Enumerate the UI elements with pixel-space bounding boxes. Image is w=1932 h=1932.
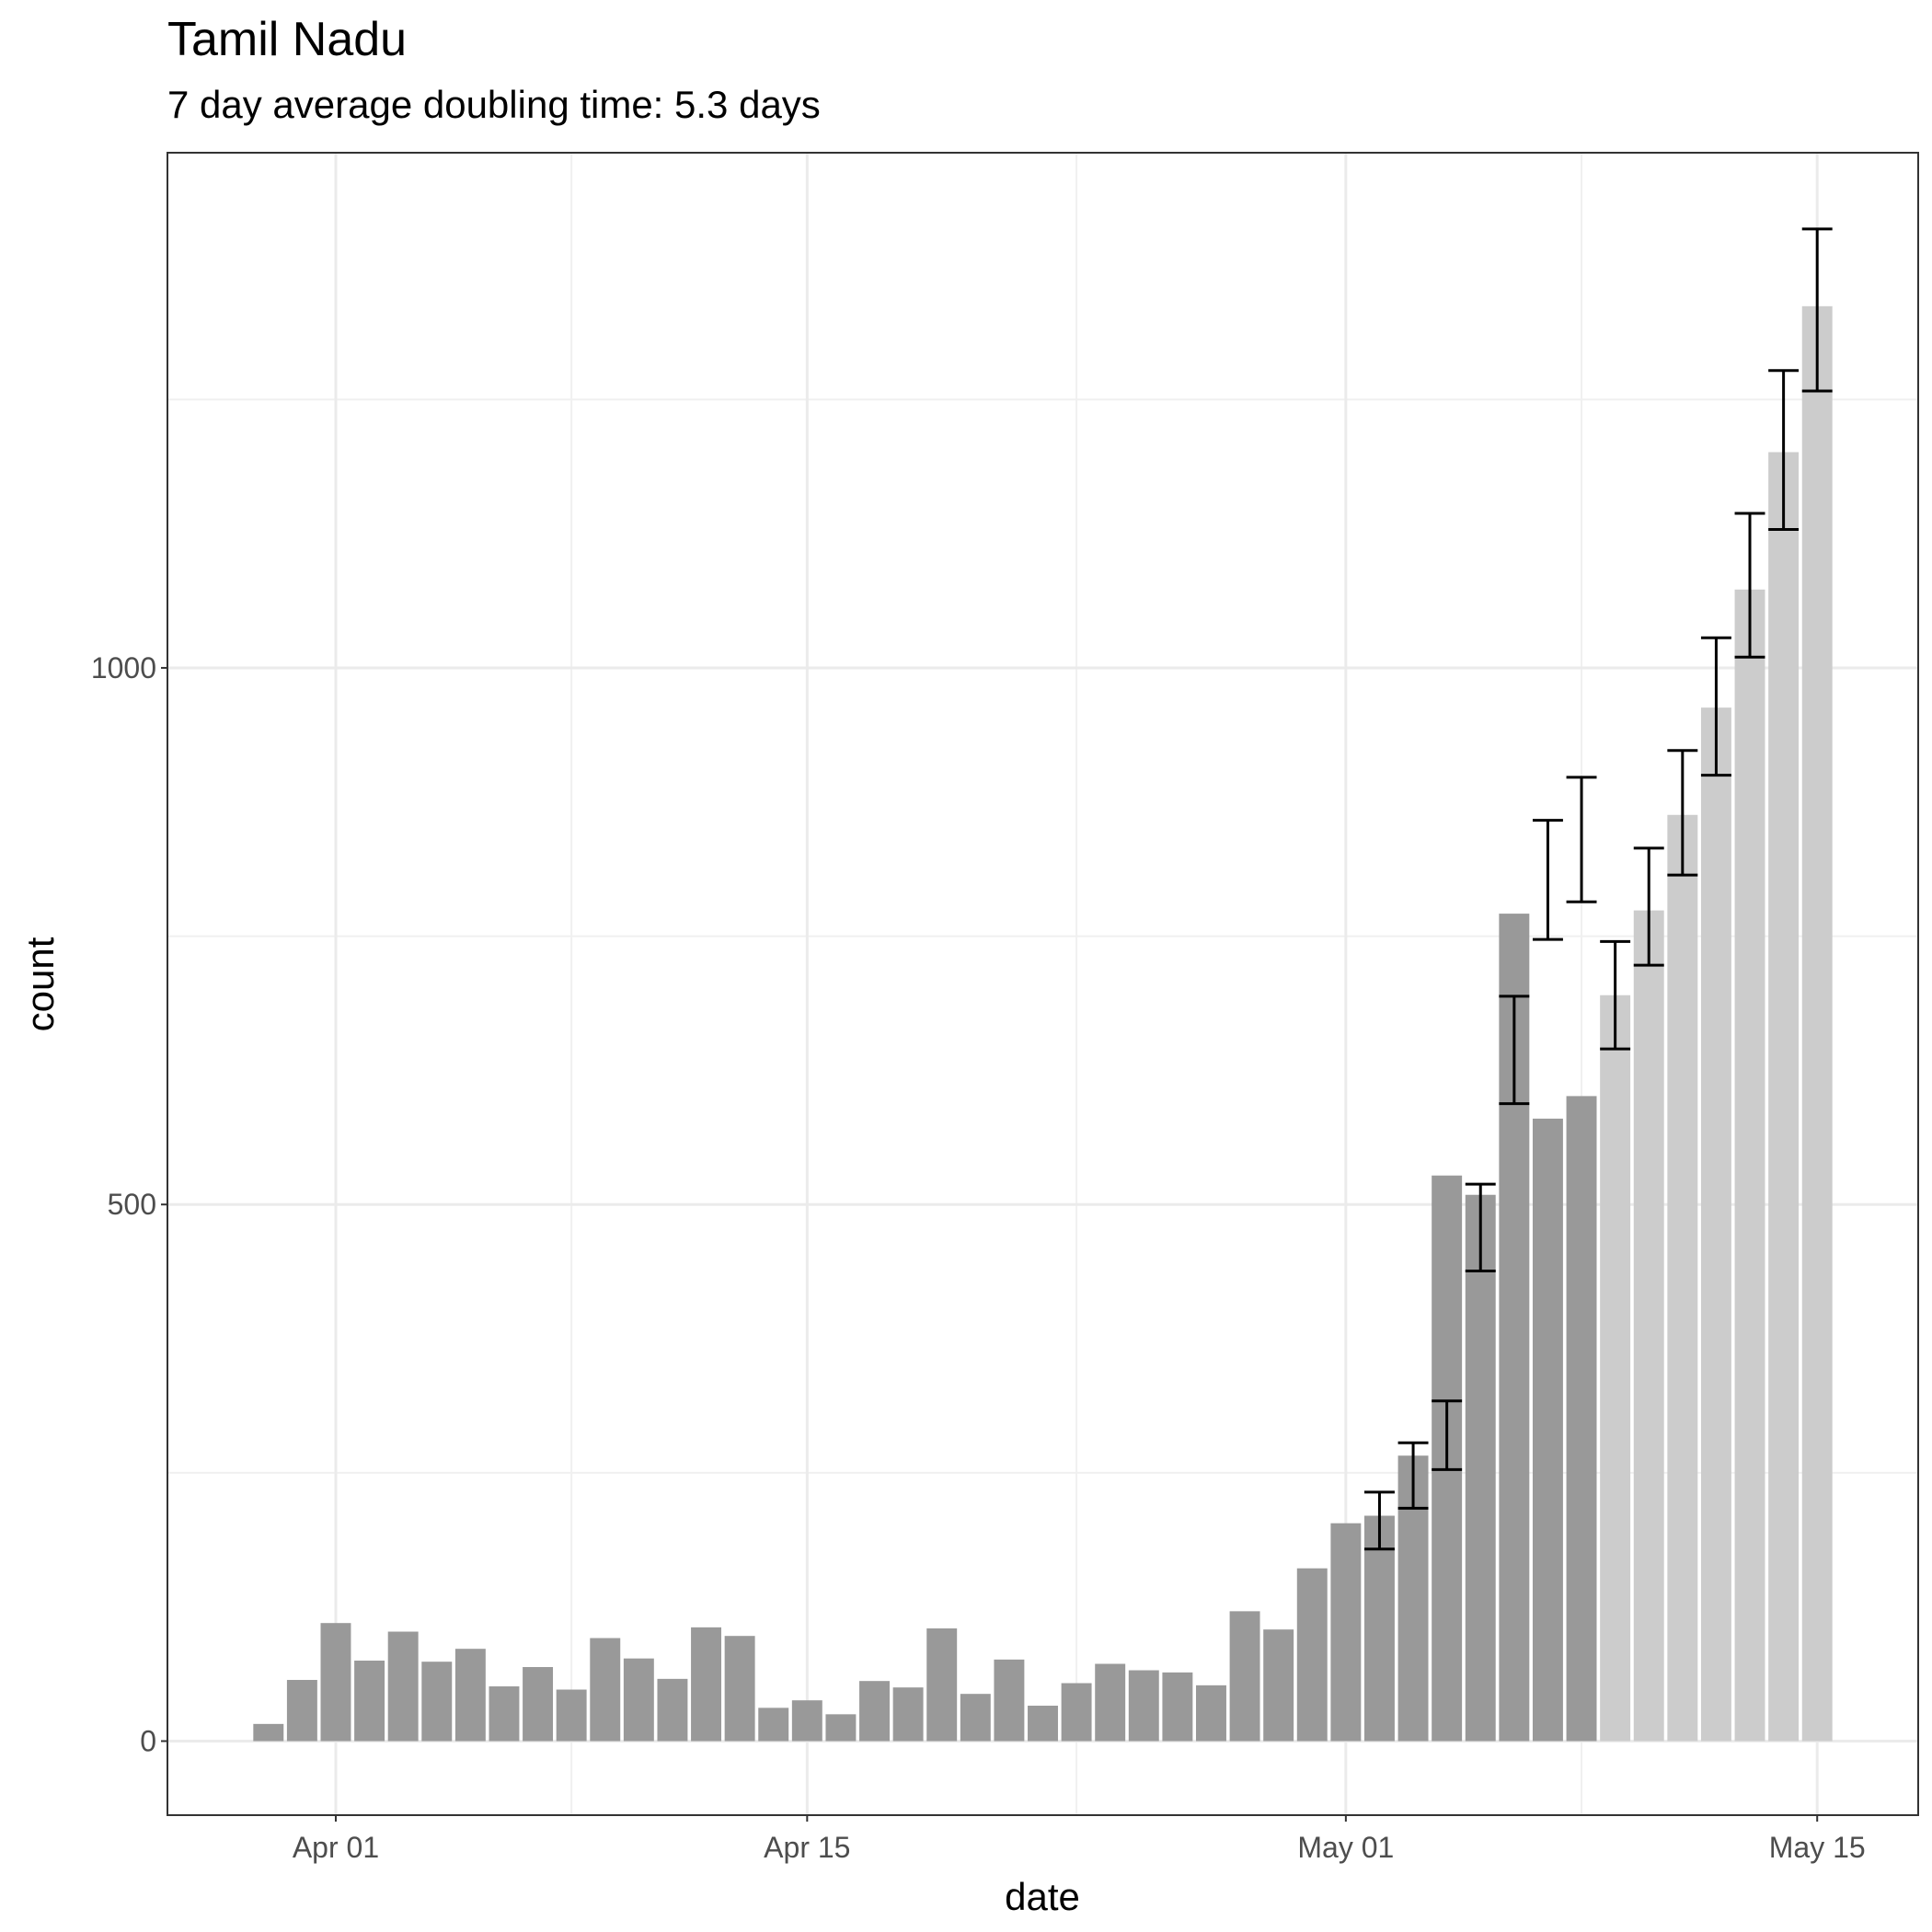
bar — [1734, 589, 1765, 1742]
chart-subtitle: 7 day average doubling time: 5.3 days — [167, 83, 821, 126]
chart-title: Tamil Nadu — [167, 13, 407, 66]
bar — [758, 1708, 789, 1742]
bar — [1263, 1629, 1294, 1742]
bar — [253, 1723, 284, 1742]
bar — [1566, 1096, 1597, 1742]
bar — [1330, 1523, 1362, 1742]
bar — [724, 1636, 755, 1742]
bar — [1061, 1683, 1092, 1742]
x-axis-label: date — [1005, 1875, 1080, 1918]
bar — [1700, 707, 1731, 1742]
y-axis-label: count — [18, 937, 62, 1031]
bar — [926, 1628, 958, 1742]
y-tick-label: 500 — [108, 1188, 156, 1221]
x-tick-label: May 15 — [1769, 1831, 1866, 1864]
bar — [1095, 1663, 1126, 1742]
y-tick-label: 1000 — [91, 651, 156, 684]
bar — [1128, 1670, 1159, 1742]
bar — [1296, 1568, 1328, 1742]
bar — [1768, 452, 1800, 1742]
bar — [1196, 1685, 1226, 1742]
bar — [825, 1714, 857, 1742]
x-tick-label: Apr 01 — [293, 1831, 379, 1864]
bar — [1229, 1611, 1260, 1742]
bar — [421, 1662, 453, 1742]
bar — [320, 1623, 351, 1742]
bar — [657, 1678, 688, 1742]
bar — [791, 1700, 822, 1742]
bar — [454, 1649, 486, 1742]
bar — [1028, 1706, 1058, 1742]
bar — [1633, 910, 1664, 1742]
bar — [691, 1627, 722, 1742]
bar — [1600, 995, 1631, 1742]
bar — [1465, 1194, 1496, 1742]
bar — [623, 1658, 654, 1742]
bar — [590, 1638, 621, 1742]
y-tick-label: 0 — [140, 1725, 156, 1758]
x-tick-label: Apr 15 — [764, 1831, 850, 1864]
x-tick-label: May 01 — [1297, 1831, 1394, 1864]
bar — [387, 1631, 419, 1742]
bar — [960, 1694, 991, 1742]
bar — [1667, 814, 1698, 1742]
bar — [1532, 1118, 1563, 1742]
plot-border — [167, 152, 1919, 1816]
bar — [1363, 1515, 1395, 1742]
bar — [354, 1661, 385, 1742]
bar — [1801, 305, 1833, 1742]
bar — [892, 1687, 924, 1742]
bar — [286, 1680, 317, 1742]
bar — [489, 1686, 520, 1742]
bar — [994, 1659, 1025, 1742]
bar — [523, 1667, 554, 1742]
bar — [859, 1681, 890, 1742]
bar — [1162, 1672, 1193, 1742]
bar — [556, 1689, 587, 1742]
